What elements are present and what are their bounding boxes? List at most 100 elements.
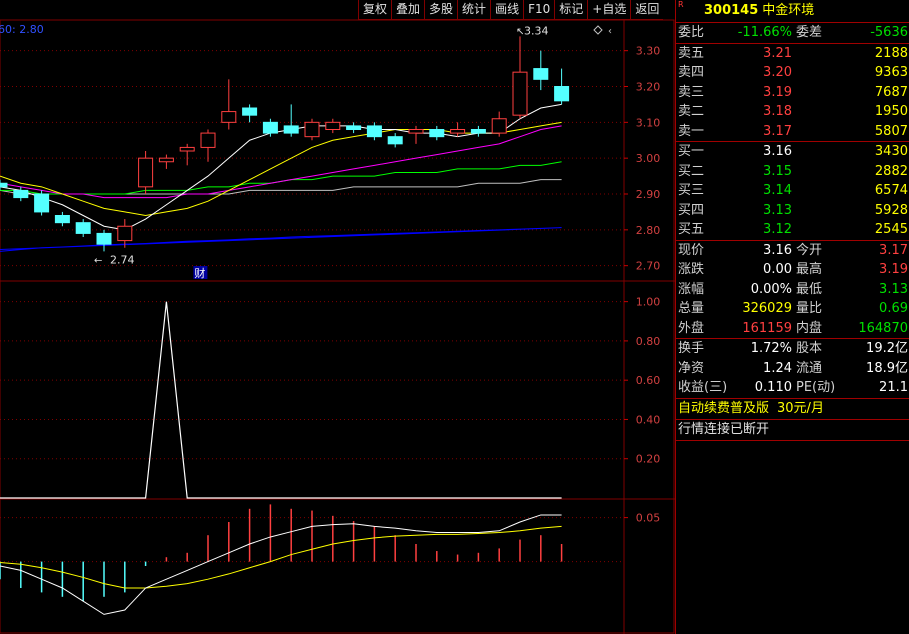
candle-body: [0, 182, 8, 188]
stat-value: 1.72%: [750, 341, 792, 356]
stat-label: 外盘: [678, 320, 705, 336]
quote-panel: R 300145 中金环境 委比 -11.66% 委差 -5636 卖五 3.21 2…: [675, 0, 909, 634]
promo-banner[interactable]: 自动续费普及版 30元/月: [676, 399, 909, 419]
ask-volume: 2188: [874, 45, 908, 61]
promo-price: 30元/月: [777, 400, 824, 416]
stat-row: 涨跌 0.00 最高 3.19: [676, 260, 909, 280]
stat-row: 收益(三) 0.110 PE(动) 21.1: [676, 378, 909, 398]
candle-body: [387, 136, 403, 145]
bid-price: 3.12: [763, 222, 792, 237]
indicator-tick-label: 0.60: [636, 374, 661, 387]
candle-body: [138, 157, 154, 188]
candle-body: [242, 107, 258, 116]
ma-long-line: [0, 227, 562, 252]
stat-label-2: 今开: [796, 242, 823, 258]
high-price-label: 3.34: [524, 24, 549, 37]
ask-level-label: 卖三: [678, 84, 705, 100]
stat-value: 1.24: [763, 360, 792, 376]
candle-body: [325, 121, 341, 131]
chevron-left-icon: ‹: [608, 26, 612, 37]
stat-value: 161159: [742, 320, 792, 336]
stat-label-2: 量比: [796, 301, 823, 316]
kline-chart-area[interactable]: 3.30 3.20 3.10 3.00 2.90 2.80 2.70 3.34↖ 2.74 ← 财 6…: [0, 0, 675, 634]
statistics-button[interactable]: 统计: [457, 0, 491, 20]
candle-body: [429, 129, 445, 138]
multi-stock-button[interactable]: 多股: [424, 0, 458, 20]
stat-label-2: PE(动): [796, 380, 836, 395]
back-button[interactable]: 返回: [630, 0, 664, 20]
stat-label: 收益(三): [678, 380, 728, 395]
candle-body: [346, 125, 362, 130]
ma20-line: [0, 125, 562, 199]
bid-volume: 6574: [874, 183, 908, 198]
ask-row[interactable]: 卖三 3.19 7687: [676, 83, 909, 103]
price-tick-label: 2.70: [636, 260, 661, 273]
ask-price: 3.19: [763, 84, 792, 100]
bid-row[interactable]: 买一 3.16 3430: [676, 142, 909, 162]
finance-marker-bg: [193, 266, 208, 279]
stat-label: 换手: [678, 341, 705, 356]
ask-row[interactable]: 卖四 3.20 9363: [676, 63, 909, 83]
candle-body: [262, 121, 278, 134]
ma5-line: [0, 103, 562, 231]
bid-row[interactable]: 买四 3.13 5928: [676, 201, 909, 221]
quote-stats: 现价 3.16 今开 3.17 涨跌 0.00 最高 3.19 涨幅 0.00% 最低 3.13 总量 3…: [676, 241, 909, 339]
stat-value-2: 0.69: [879, 301, 908, 316]
chart-toolbar: 复权 叠加 多股 统计 画线 F10 标记 +自选 返回: [358, 0, 664, 20]
candle-body: [117, 225, 133, 242]
ma60-readout: 60: 2.80: [0, 23, 44, 36]
bid-row[interactable]: 买五 3.12 2545: [676, 220, 909, 240]
candle-body: [34, 193, 50, 213]
overlay-button[interactable]: 叠加: [391, 0, 425, 20]
stat-value-2: 21.1: [879, 380, 908, 395]
ma30-line: [0, 161, 562, 195]
candle-body: [221, 111, 237, 123]
low-arrow: ←: [94, 255, 102, 266]
indicator-tick-label: 0.80: [636, 335, 661, 348]
stat-row: 外盘 161159 内盘 164870: [676, 319, 909, 339]
stat-label-2: 最低: [796, 281, 823, 297]
ask-price: 3.18: [763, 104, 792, 119]
ask-row[interactable]: 卖五 3.21 2188: [676, 44, 909, 64]
stat-value-2: 18.9亿: [866, 360, 908, 376]
stat-row: 净资 1.24 流通 18.9亿: [676, 359, 909, 379]
candle-body: [491, 118, 507, 134]
weicha-value: -5636: [870, 25, 908, 40]
stat-value-2: 3.17: [879, 242, 908, 258]
stat-value-2: 3.19: [879, 262, 908, 277]
ask-row[interactable]: 卖一 3.17 5807: [676, 122, 909, 142]
fuquan-button[interactable]: 复权: [358, 0, 392, 20]
chart-frame: [0, 19, 675, 634]
weibi-label: 委比: [678, 25, 705, 40]
candle-body: [304, 121, 320, 138]
connection-status: 行情连接已断开: [678, 421, 770, 437]
bid-row[interactable]: 买三 3.14 6574: [676, 181, 909, 201]
f10-button[interactable]: F10: [523, 0, 555, 20]
r-badge: R: [678, 0, 684, 9]
dea-line: [0, 525, 562, 589]
mark-button[interactable]: 标记: [554, 0, 588, 20]
bid-volume: 3430: [874, 144, 908, 159]
ask-row[interactable]: 卖二 3.18 1950: [676, 102, 909, 122]
finance-marker: 财: [194, 266, 205, 280]
ask-price: 3.20: [763, 65, 792, 80]
stat-row: 涨幅 0.00% 最低 3.13: [676, 280, 909, 300]
ask-level-label: 卖四: [678, 65, 705, 80]
stat-value: 0.00%: [750, 281, 792, 297]
stat-value: 0.110: [754, 380, 792, 395]
bid-level-label: 买三: [678, 183, 705, 198]
bid-list: 买一 3.16 3430 买二 3.15 2882 买三 3.14 6574 买四 3.13 5928…: [676, 142, 909, 240]
bid-level-label: 买四: [678, 202, 705, 218]
bid-row[interactable]: 买二 3.15 2882: [676, 162, 909, 182]
ask-volume: 9363: [874, 65, 908, 80]
ask-list: 卖五 3.21 2188 卖四 3.20 9363 卖三 3.19 7687 卖二 3.18 1950…: [676, 44, 909, 142]
indicator-tick-label: 0.20: [636, 453, 661, 466]
low-price-label: 2.74: [110, 253, 135, 266]
add-watchlist-button[interactable]: +自选: [587, 0, 631, 20]
draw-line-button[interactable]: 画线: [490, 0, 524, 20]
weicha-label: 委差: [796, 25, 823, 40]
price-tick-label: 3.10: [636, 116, 661, 129]
stat-value: 3.16: [763, 242, 792, 258]
diamond-icon: [593, 25, 603, 35]
stock-code: 300145: [704, 3, 759, 18]
